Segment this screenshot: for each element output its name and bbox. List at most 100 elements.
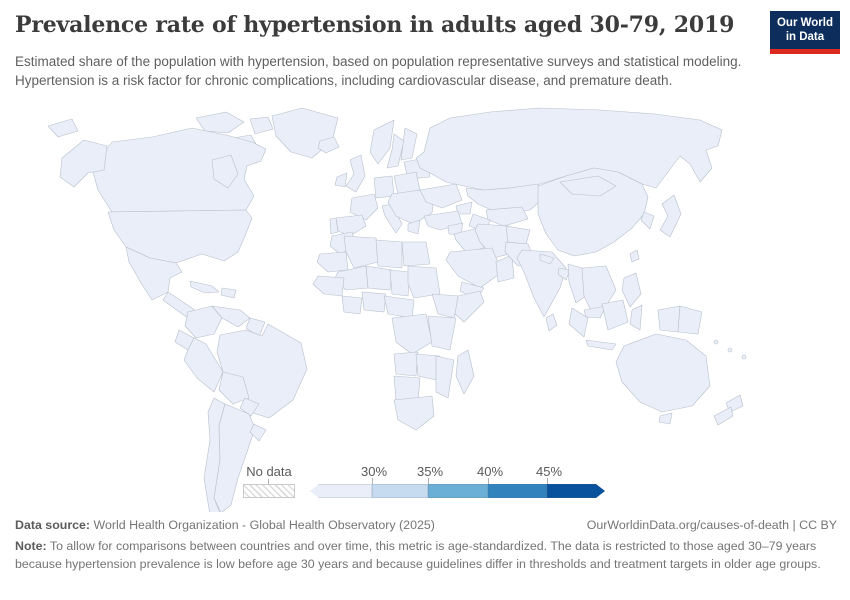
region-chad[interactable] <box>389 269 411 297</box>
region-libya[interactable] <box>375 239 403 269</box>
legend-bin-under-30[interactable] <box>310 484 372 498</box>
region-cuba[interactable] <box>189 280 220 294</box>
owid-logo-line1: Our World <box>776 17 833 29</box>
region-pacific-island-3[interactable] <box>741 354 747 360</box>
region-pacific-island-1[interactable] <box>713 339 719 345</box>
region-angola[interactable] <box>393 351 419 377</box>
region-argentina[interactable] <box>213 403 256 512</box>
region-norway[interactable] <box>369 119 395 165</box>
owid-logo-line2: in Data <box>785 31 825 44</box>
region-philippines[interactable] <box>621 272 642 308</box>
region-brazil[interactable] <box>216 323 308 419</box>
world-choropleth-map <box>47 107 747 512</box>
legend-tick-35 <box>428 478 429 484</box>
region-ireland[interactable] <box>334 172 348 188</box>
region-uzbekistan-tajikistan[interactable] <box>485 206 529 227</box>
region-france[interactable] <box>349 193 379 221</box>
legend-bin-35-40[interactable] <box>428 484 488 498</box>
region-peru[interactable] <box>183 337 224 393</box>
region-sudan[interactable] <box>407 265 441 299</box>
region-bolivia[interactable] <box>218 371 250 405</box>
region-pacific-island-2[interactable] <box>727 347 733 353</box>
region-russia-chukotka[interactable] <box>47 118 79 138</box>
region-indonesia-sumatra[interactable] <box>568 307 589 338</box>
region-canada[interactable] <box>91 127 267 213</box>
region-uruguay[interactable] <box>249 423 267 442</box>
region-indonesia-west-papua[interactable] <box>657 305 681 333</box>
region-korea[interactable] <box>640 211 655 230</box>
legend-bin-45-plus[interactable] <box>547 484 605 498</box>
legend-no-data-tick <box>268 479 269 484</box>
legend-tick-label-45: 45% <box>535 464 563 479</box>
region-niger[interactable] <box>365 265 393 291</box>
region-ukraine[interactable] <box>419 183 463 209</box>
region-egypt[interactable] <box>401 241 431 267</box>
region-sri-lanka[interactable] <box>545 313 558 332</box>
region-canada-arctic-2[interactable] <box>249 116 274 135</box>
legend-tick-30 <box>372 478 373 484</box>
data-source-label: Data source: <box>15 518 91 532</box>
owid-logo[interactable]: Our World in Data <box>769 11 840 54</box>
region-afghanistan[interactable] <box>505 225 531 245</box>
region-usa[interactable] <box>107 209 253 264</box>
region-finland[interactable] <box>400 127 418 161</box>
legend-tick-label-40: 40% <box>476 464 504 479</box>
region-canada-arctic-1[interactable] <box>195 111 245 134</box>
region-australia[interactable] <box>615 333 711 413</box>
region-new-zealand-south[interactable] <box>713 406 734 426</box>
legend-tick-45 <box>547 478 548 484</box>
legend-tick-40 <box>488 478 489 484</box>
legend-no-data-label: No data <box>246 464 292 479</box>
note-value: To allow for comparisons between countri… <box>15 539 821 571</box>
region-myanmar[interactable] <box>567 263 587 304</box>
region-mozambique[interactable] <box>435 355 455 399</box>
region-taiwan[interactable] <box>629 249 640 263</box>
region-greece[interactable] <box>407 219 421 235</box>
region-india[interactable] <box>516 249 567 318</box>
region-ghana-ivory-coast[interactable] <box>341 295 363 315</box>
region-mexico[interactable] <box>125 246 183 301</box>
region-east-africa[interactable] <box>427 315 457 351</box>
region-oman[interactable] <box>495 254 515 283</box>
region-south-africa[interactable] <box>393 395 435 431</box>
region-iceland[interactable] <box>317 136 340 154</box>
data-source-line: Data source: World Health Organization -… <box>15 517 435 534</box>
owid-url-link[interactable]: OurWorldinData.org/causes-of-death | CC … <box>586 518 837 532</box>
region-mauritania[interactable] <box>316 251 349 273</box>
region-sweden[interactable] <box>386 133 405 169</box>
region-alaska[interactable] <box>59 139 108 188</box>
region-venezuela[interactable] <box>211 305 251 328</box>
legend-no-data-swatch[interactable] <box>243 484 295 498</box>
hudson-bay <box>211 154 239 189</box>
region-cameroon-car[interactable] <box>383 295 415 319</box>
region-saudi-arabia[interactable] <box>445 247 503 289</box>
region-indonesia-borneo[interactable] <box>601 299 629 331</box>
region-portugal[interactable] <box>329 217 339 235</box>
region-indonesia-java[interactable] <box>585 339 617 351</box>
region-uk[interactable] <box>345 154 366 193</box>
region-paraguay[interactable] <box>239 397 260 417</box>
region-indonesia-sulawesi[interactable] <box>629 304 643 331</box>
region-nigeria[interactable] <box>361 291 387 313</box>
chart-footer: Data source: World Health Organization -… <box>15 517 837 573</box>
region-algeria[interactable] <box>343 235 379 269</box>
region-bangladesh[interactable] <box>557 267 571 281</box>
region-china[interactable] <box>537 167 649 257</box>
legend-bin-40-45[interactable] <box>488 484 547 498</box>
region-drc[interactable] <box>391 313 433 355</box>
legend-bin-30-35[interactable] <box>372 484 428 498</box>
region-hispaniola[interactable] <box>220 287 237 299</box>
legend-tick-label-35: 35% <box>416 464 444 479</box>
region-malaysia[interactable] <box>583 305 607 319</box>
region-germany[interactable] <box>373 175 395 199</box>
footer-note: Note: To allow for comparisons between c… <box>15 538 837 573</box>
region-somalia[interactable] <box>454 290 485 323</box>
region-tasmania[interactable] <box>658 412 673 425</box>
region-mongolia[interactable] <box>559 175 617 197</box>
region-japan[interactable] <box>659 194 682 238</box>
region-west-africa[interactable] <box>312 275 345 297</box>
region-papua-new-guinea[interactable] <box>677 305 703 335</box>
region-nepal[interactable] <box>539 253 555 265</box>
region-madagascar[interactable] <box>455 349 475 395</box>
